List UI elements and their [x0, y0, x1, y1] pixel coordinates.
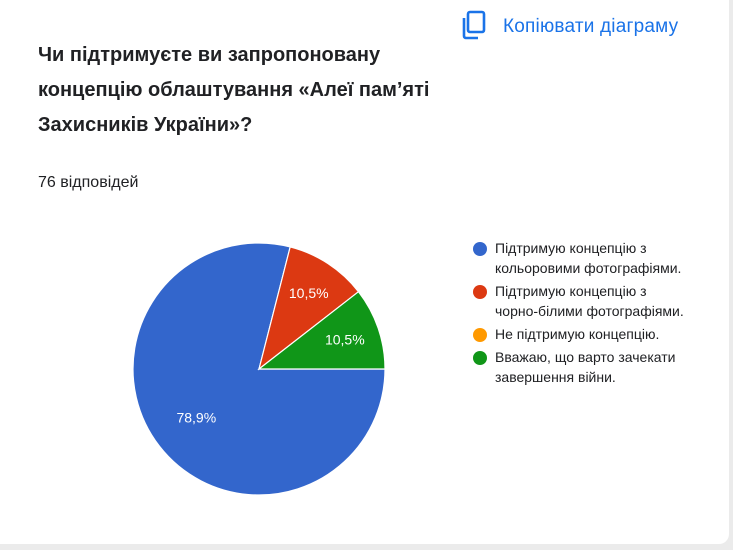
legend-item-0[interactable]: Підтримую концепцію з кольоровими фотогр…: [473, 238, 713, 278]
legend-label-2: Не підтримую концепцію.: [495, 326, 660, 342]
legend-swatch-3: [473, 351, 487, 365]
copy-icon: [461, 10, 487, 45]
copy-chart-button[interactable]: Копіювати діаграму: [461, 10, 678, 44]
legend-swatch-0: [473, 242, 487, 256]
chart-legend: Підтримую концепцію з кольоровими фотогр…: [473, 238, 713, 390]
pie-slice-3[interactable]: [257, 290, 386, 370]
legend-label-3: Вважаю, що варто зачекати завершення вій…: [495, 349, 676, 385]
legend-label-0: Підтримую концепцію з кольоровими фотогр…: [495, 240, 682, 276]
legend-item-1[interactable]: Підтримую концепцію з чорно-білими фотог…: [473, 281, 713, 321]
legend-swatch-1: [473, 285, 487, 299]
legend-item-2[interactable]: Не підтримую концепцію.: [473, 324, 713, 344]
legend-label-1: Підтримую концепцію з чорно-білими фотог…: [495, 283, 684, 319]
pie-slice-label-1: 10,5%: [289, 285, 329, 301]
responses-count: 76 відповідей: [38, 174, 139, 191]
legend-swatch-2: [473, 328, 487, 342]
legend-item-3[interactable]: Вважаю, що варто зачекати завершення вій…: [473, 347, 713, 387]
question-title: Чи підтримуєте ви запропоновану концепці…: [38, 44, 430, 136]
pie-slice-label-0: 78,9%: [176, 410, 216, 426]
pie-slice-label-3: 10,5%: [325, 332, 365, 348]
pie-slice-1[interactable]: [257, 246, 360, 371]
copy-chart-label: Копіювати діаграму: [503, 16, 679, 37]
